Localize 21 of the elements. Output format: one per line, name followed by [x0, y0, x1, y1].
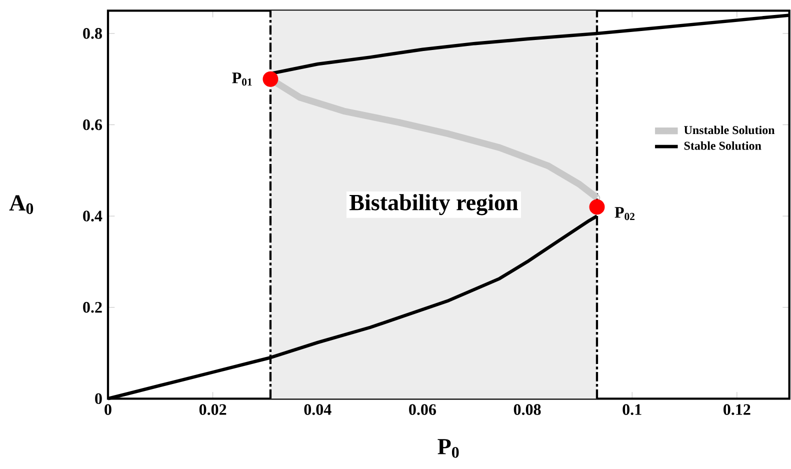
x-tick-label: 0.1 [622, 404, 642, 415]
annotation: P$_{02}$ [614, 206, 634, 220]
x-tick-label: 0.04 [304, 404, 332, 415]
y-tick-label: 0.6 [83, 119, 102, 130]
legend-label: Unstable Solution [684, 126, 775, 134]
y-axis-title: A$_{0}$ [9, 195, 34, 214]
x-axis-title: P$_{0}$ [438, 438, 459, 458]
point [262, 71, 278, 87]
x-tick-label: 0.12 [724, 404, 750, 415]
x-tick-label: 0.06 [409, 404, 436, 415]
y-tick-label: 0 [95, 393, 102, 404]
legend-label: Stable Solution [684, 141, 762, 150]
band-label: Bistability region [350, 194, 518, 216]
x-tick-label: 0 [104, 404, 112, 415]
x-tick-label: 0.08 [514, 404, 541, 415]
point [589, 199, 605, 215]
y-tick-label: 0.2 [83, 302, 102, 313]
annotation: P$_{01}$ [232, 72, 252, 86]
y-tick-label: 0.4 [83, 210, 102, 222]
y-tick-label: 0.8 [83, 28, 102, 39]
x-tick-label: 0.02 [199, 404, 226, 415]
